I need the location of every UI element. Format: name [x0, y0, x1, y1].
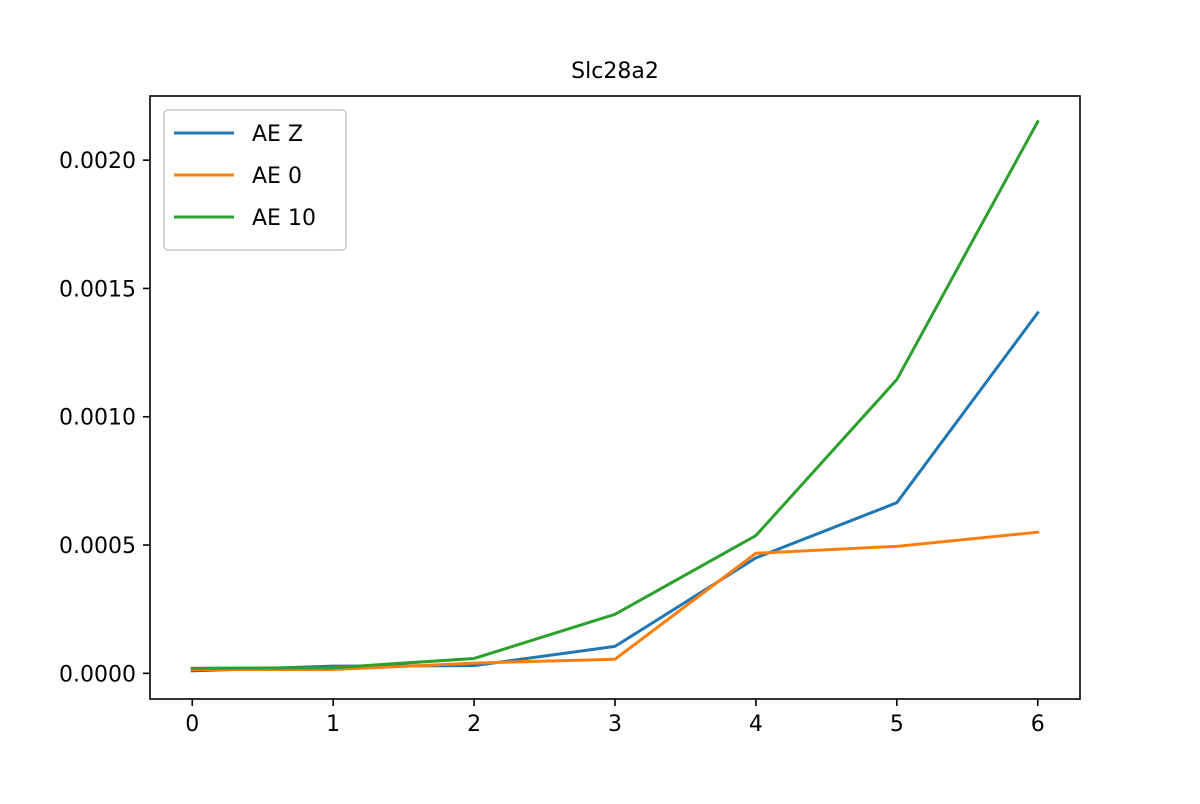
y-tick-label: 0.0020	[59, 149, 136, 174]
y-tick-label: 0.0010	[59, 406, 136, 431]
y-tick-label: 0.0005	[59, 534, 136, 559]
series-layer	[190, 119, 1040, 673]
x-tick-label: 6	[1031, 712, 1045, 737]
x-tick-label: 4	[749, 712, 763, 737]
legend-box	[163, 109, 347, 251]
series-line-1	[190, 310, 1040, 673]
chart-title: Slc28a2	[571, 59, 659, 84]
legend-label: AE 0	[252, 164, 302, 189]
x-tick-label: 3	[608, 712, 622, 737]
x-tick-label: 1	[326, 712, 340, 737]
x-tick-label: 2	[467, 712, 481, 737]
y-tick-label: 0.0015	[59, 277, 136, 302]
x-tick-label: 0	[185, 712, 199, 737]
legend: AE Z AE 0 AE 10	[163, 109, 347, 251]
series-line-3	[190, 119, 1040, 670]
x-tick-label: 5	[890, 712, 904, 737]
axis-ticks: 0 1 2 3 4 5 6 0.0000 0.0005 0.0010 0.0015 0.0020	[59, 149, 1045, 737]
plot-area-frame	[149, 95, 1081, 700]
y-tick-label: 0.0000	[59, 662, 136, 687]
legend-label: AE 10	[252, 206, 316, 231]
series-line-2	[190, 530, 1040, 671]
legend-label: AE Z	[252, 122, 303, 147]
